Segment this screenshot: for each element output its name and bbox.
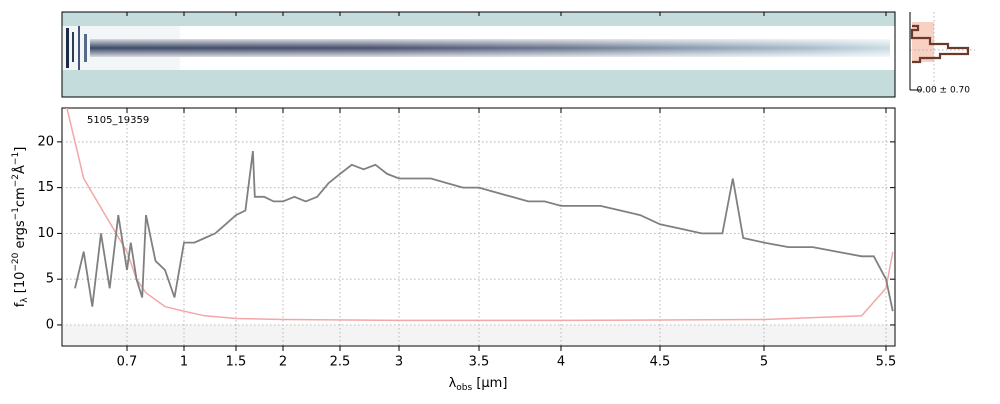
y-label-part: Å [12,165,28,174]
y-label-part: [10 [13,272,28,298]
below-zero-band [63,324,894,345]
x-tick-label: 0.7 [117,355,138,370]
y-tick-label: 15 [37,180,54,195]
spectrum-line [66,108,894,322]
x-axis-label: λobs [μm] [449,376,508,393]
profile-label: 0.00 ± 0.70 [917,86,971,96]
y-label-part: −1 [11,152,21,165]
x-tick-label: 3 [395,355,403,370]
annotation: 5105_19359 [87,115,149,126]
x-label-part: [μm] [472,376,507,391]
x-tick-label: 5 [760,355,768,370]
x-tick-label: 1.5 [226,355,247,370]
x-tick-label: 3.5 [469,355,490,370]
x-tick-label: 2.5 [330,355,351,370]
y-label-part: ] [13,147,28,152]
y-tick-label: 0 [46,317,54,332]
plot-frame [61,107,896,347]
profile-panel: 0.00 ± 0.70 [909,12,975,96]
y-label-part: −1 [11,207,21,220]
x-tick-label: 2 [279,355,287,370]
x-label-part: λ [449,376,457,391]
x-tick-label: 1 [180,355,188,370]
y-tick-label: 10 [37,226,54,241]
x-label-part: obs [456,383,472,393]
x-tick-label: 4 [557,355,565,370]
y-label-part: cm [13,187,28,207]
y-label-part: f [13,302,28,307]
spectrum-2d [61,11,896,98]
x-tick-label: 4.5 [650,355,671,370]
y-label-part: λ [20,297,30,303]
y-label-part: −20 [11,252,21,271]
y-label-part: −2 [11,174,21,187]
y-axis-label: fλ [10−20 ergs−1cm−2Å−1] [11,147,30,308]
x-tick-label: 5.5 [876,355,897,370]
y-tick-label: 5 [46,272,54,287]
y-label-part: ergs [13,220,28,252]
spectrum-line [74,150,894,312]
y-tick-label: 20 [37,134,54,149]
